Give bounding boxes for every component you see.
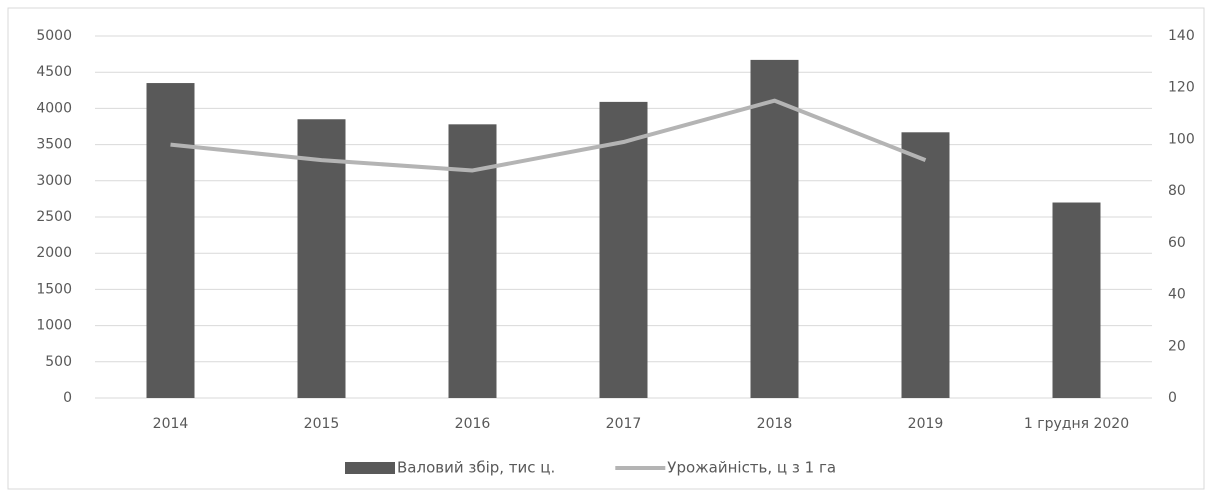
x-tick-label: 2015	[304, 416, 340, 432]
y2-tick-label: 20	[1168, 338, 1186, 354]
y2-tick-label: 40	[1168, 287, 1186, 303]
bar	[1052, 202, 1101, 398]
y-tick-label: 0	[63, 390, 72, 406]
bar	[297, 119, 346, 398]
y2-tick-label: 0	[1168, 390, 1177, 406]
y-tick-label: 4500	[36, 64, 72, 80]
bar	[599, 101, 648, 398]
y2-tick-label: 120	[1168, 80, 1195, 96]
x-tick-label: 2019	[908, 416, 944, 432]
y-tick-label: 4000	[36, 100, 72, 116]
x-tick-label: 2018	[757, 416, 793, 432]
legend-label: Валовий збір, тис ц.	[397, 459, 555, 477]
y-tick-label: 3000	[36, 173, 72, 189]
y-tick-label: 1500	[36, 281, 72, 297]
y-tick-label: 2500	[36, 209, 72, 225]
y-tick-label: 2000	[36, 245, 72, 261]
x-tick-label: 2014	[153, 416, 189, 432]
x-tick-label: 2017	[606, 416, 642, 432]
y2-tick-label: 80	[1168, 183, 1186, 199]
y2-tick-label: 100	[1168, 131, 1195, 147]
x-tick-label: 2016	[455, 416, 491, 432]
line	[170, 98, 927, 173]
y-tick-label: 1000	[36, 318, 72, 334]
y-tick-label: 3500	[36, 137, 72, 153]
legend-label: Урожайність, ц з 1 га	[667, 459, 836, 477]
x-tick-label: 1 грудня 2020	[1024, 416, 1129, 432]
y2-tick-label: 60	[1168, 235, 1186, 251]
bar	[146, 83, 195, 398]
bar	[750, 59, 799, 398]
legend-swatch	[345, 462, 395, 474]
y-tick-label: 5000	[36, 28, 72, 44]
y2-tick-label: 140	[1168, 28, 1195, 44]
bar	[901, 132, 950, 399]
y-tick-label: 500	[45, 354, 72, 370]
